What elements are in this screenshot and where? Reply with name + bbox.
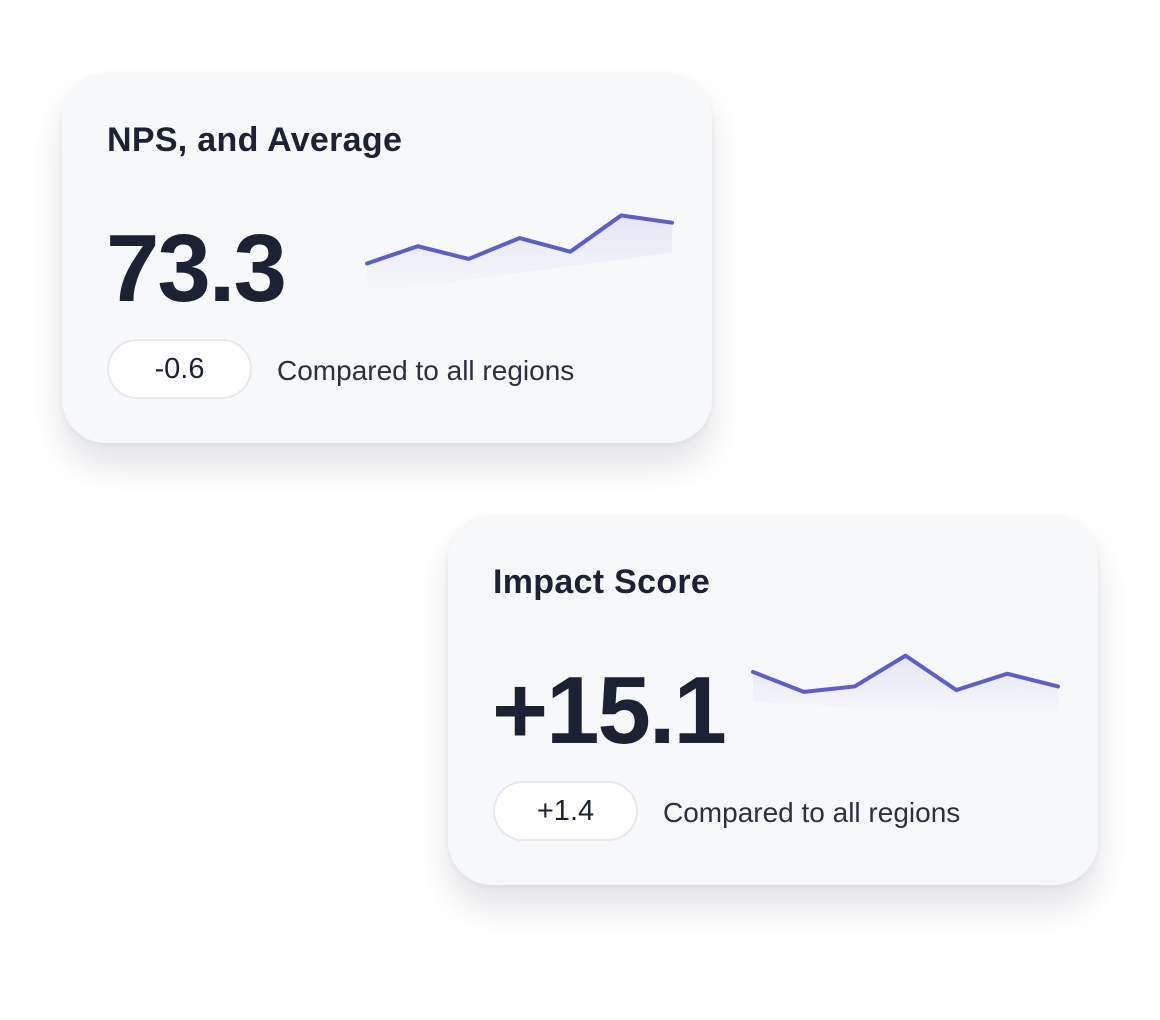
sparkline-chart [751,653,1060,717]
sparkline-line [365,213,674,266]
metric-value: 73.3 [106,215,287,322]
card-title: NPS, and Average [107,121,403,159]
sparkline-chart [365,213,674,294]
sparkline-area [367,215,672,294]
comparison-label: Compared to all regions [663,797,961,828]
sparkline-line [751,653,1060,694]
card-title: Impact Score [493,563,711,601]
delta-badge: -0.6 [107,339,252,399]
metric-value: +15.1 [492,657,727,764]
sparkline-area [753,655,1058,717]
nps-card: NPS, and Average 73.3 -0.6 Compared to a… [62,73,712,443]
comparison-label: Compared to all regions [277,355,575,386]
impact-score-card: Impact Score +15.1 +1.4 Compared to all … [448,515,1098,885]
delta-badge: +1.4 [493,781,638,841]
